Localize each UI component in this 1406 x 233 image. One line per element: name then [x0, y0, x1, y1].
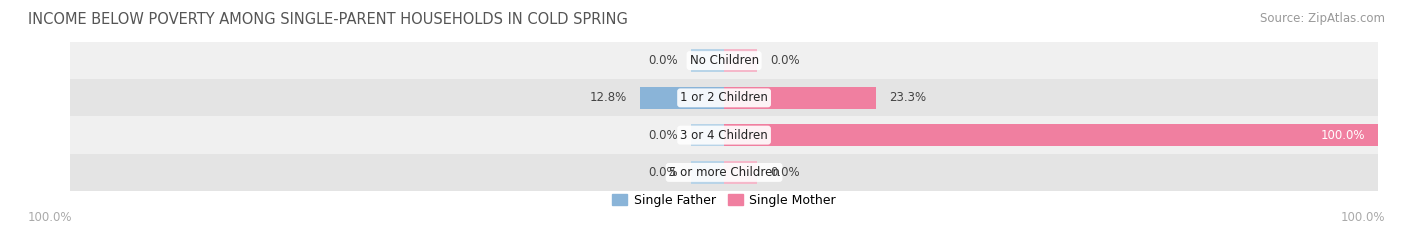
- Text: Source: ZipAtlas.com: Source: ZipAtlas.com: [1260, 12, 1385, 25]
- Bar: [692, 124, 724, 146]
- Text: 100.0%: 100.0%: [28, 211, 73, 224]
- Text: 0.0%: 0.0%: [648, 54, 678, 67]
- Text: 5 or more Children: 5 or more Children: [669, 166, 779, 179]
- Text: 100.0%: 100.0%: [1340, 211, 1385, 224]
- Text: 0.0%: 0.0%: [770, 166, 800, 179]
- Text: 0.0%: 0.0%: [770, 54, 800, 67]
- Bar: [70, 42, 1378, 79]
- Bar: [692, 49, 724, 72]
- Text: 1 or 2 Children: 1 or 2 Children: [681, 91, 768, 104]
- Bar: [692, 161, 724, 184]
- Bar: [70, 79, 1378, 116]
- Bar: [70, 154, 1378, 191]
- Text: 12.8%: 12.8%: [591, 91, 627, 104]
- Text: No Children: No Children: [689, 54, 759, 67]
- Bar: [724, 161, 756, 184]
- Bar: [724, 49, 756, 72]
- Text: 100.0%: 100.0%: [1320, 129, 1365, 142]
- Bar: [724, 124, 1378, 146]
- Legend: Single Father, Single Mother: Single Father, Single Mother: [607, 189, 841, 212]
- Text: 3 or 4 Children: 3 or 4 Children: [681, 129, 768, 142]
- Bar: [724, 87, 876, 109]
- Text: 0.0%: 0.0%: [648, 129, 678, 142]
- Text: 0.0%: 0.0%: [648, 166, 678, 179]
- Bar: [70, 116, 1378, 154]
- Bar: [640, 87, 724, 109]
- Text: INCOME BELOW POVERTY AMONG SINGLE-PARENT HOUSEHOLDS IN COLD SPRING: INCOME BELOW POVERTY AMONG SINGLE-PARENT…: [28, 12, 628, 27]
- Text: 23.3%: 23.3%: [890, 91, 927, 104]
